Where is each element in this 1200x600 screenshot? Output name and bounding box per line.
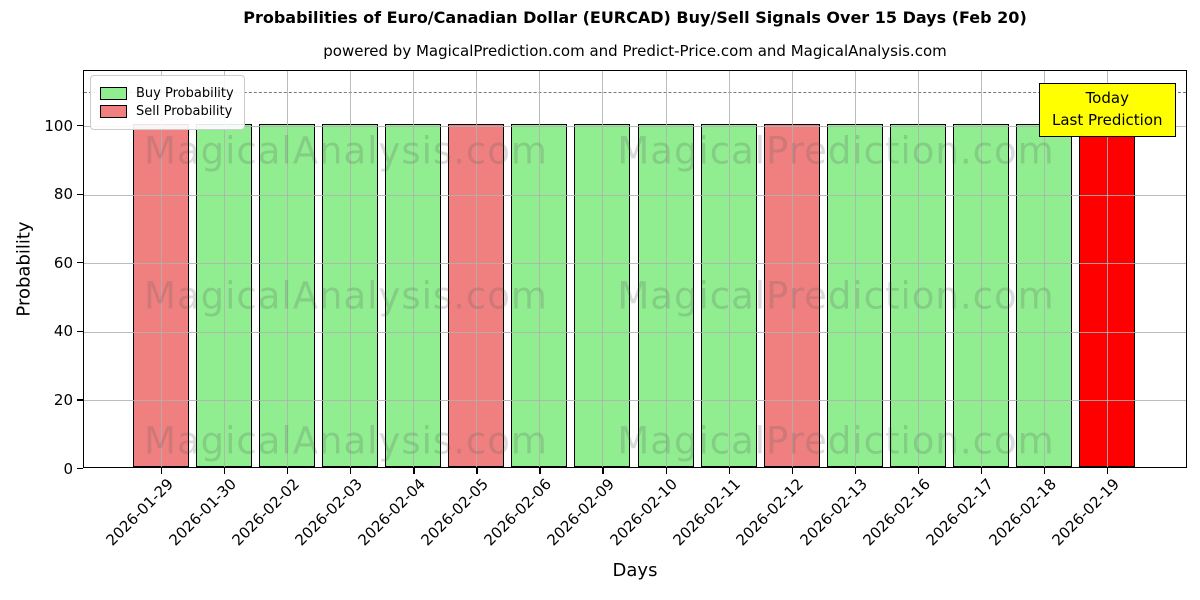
- x-gridline: [413, 71, 415, 467]
- x-tick-mark: [854, 468, 857, 474]
- x-gridline: [854, 71, 856, 467]
- x-gridline: [665, 71, 667, 467]
- x-tick-mark: [161, 468, 163, 474]
- x-gridline: [1043, 71, 1045, 467]
- x-tick-label: 2026-02-02: [228, 475, 303, 550]
- x-gridline: [791, 71, 793, 467]
- x-tick-label: 2026-02-19: [1048, 475, 1123, 550]
- legend-label: Sell Probability: [136, 104, 233, 119]
- y-gridline: [84, 331, 1186, 333]
- watermark-text: MagicalAnalysis.com: [144, 419, 548, 463]
- x-tick-label: 2026-02-09: [543, 475, 619, 550]
- x-gridline: [350, 71, 352, 467]
- legend-entry: Buy Probability: [100, 86, 234, 101]
- y-tick-mark: [77, 193, 83, 195]
- x-tick-label: 2026-02-18: [985, 475, 1060, 550]
- y-gridline: [84, 263, 1186, 265]
- x-tick-mark: [917, 468, 920, 474]
- x-gridline: [476, 71, 478, 467]
- today-annotation-line1: Today: [1085, 89, 1129, 107]
- x-tick-mark: [980, 468, 983, 474]
- x-gridline: [287, 71, 289, 467]
- y-tick-mark: [77, 125, 83, 127]
- plot-area: Buy Probability Sell Probability Today La…: [83, 70, 1187, 468]
- y-gridline: [84, 400, 1186, 402]
- x-gridline: [980, 71, 982, 467]
- legend-label: Buy Probability: [136, 86, 234, 101]
- y-tick-mark: [77, 330, 83, 333]
- x-gridline: [728, 71, 730, 467]
- today-annotation: Today Last Prediction: [1039, 83, 1176, 137]
- y-tick-label: 0: [63, 459, 73, 478]
- y-tick-label: 60: [53, 253, 73, 272]
- x-gridline: [917, 71, 919, 467]
- y-tick-mark: [77, 468, 83, 470]
- x-gridline: [602, 71, 604, 467]
- y-gridline: [84, 126, 1186, 127]
- x-tick-label: 2026-02-06: [480, 475, 556, 550]
- y-tick-label: 80: [53, 185, 73, 204]
- y-gridline: [84, 194, 1186, 196]
- today-annotation-line2: Last Prediction: [1052, 110, 1163, 129]
- watermark-text: MagicalPrediction.com: [617, 419, 1055, 463]
- watermark-text: MagicalAnalysis.com: [144, 129, 548, 173]
- legend-swatch: [100, 87, 127, 100]
- x-tick-mark: [728, 468, 730, 474]
- x-tick-mark: [476, 468, 478, 474]
- chart-subtitle: powered by MagicalPrediction.com and Pre…: [323, 42, 947, 60]
- x-tick-label: 2026-02-12: [733, 475, 808, 550]
- y-tick-label: 100: [44, 116, 73, 135]
- x-tick-mark: [665, 468, 667, 474]
- x-tick-mark: [350, 468, 352, 474]
- y-axis-label: Probability: [13, 221, 35, 317]
- chart-title: Probabilities of Euro/Canadian Dollar (E…: [243, 8, 1027, 27]
- x-gridline: [161, 71, 162, 467]
- x-tick-mark: [287, 468, 289, 474]
- x-tick-label: 2026-02-03: [291, 475, 366, 550]
- x-tick-label: 2026-01-29: [102, 475, 177, 550]
- x-gridline: [224, 71, 226, 467]
- x-tick-label: 2026-02-05: [417, 475, 493, 550]
- watermark-text: MagicalPrediction.com: [617, 129, 1055, 173]
- y-tick-mark: [77, 262, 83, 264]
- y-tick-label: 40: [53, 322, 73, 341]
- x-tick-label: 2026-02-17: [922, 475, 997, 550]
- legend-entry: Sell Probability: [100, 104, 234, 119]
- legend: Buy Probability Sell Probability: [90, 75, 245, 130]
- x-gridline: [1107, 71, 1108, 467]
- watermark-text: MagicalPrediction.com: [617, 274, 1055, 318]
- x-tick-mark: [224, 468, 226, 474]
- x-tick-mark: [1107, 468, 1109, 474]
- x-tick-label: 2026-01-30: [165, 475, 240, 550]
- x-tick-mark: [539, 468, 541, 474]
- legend-swatch: [100, 105, 127, 118]
- x-tick-mark: [791, 468, 793, 474]
- x-tick-label: 2026-02-04: [354, 475, 430, 550]
- x-axis-label: Days: [612, 560, 658, 581]
- threshold-dashed-line: [84, 91, 1186, 93]
- x-gridline: [539, 71, 541, 467]
- x-tick-mark: [413, 468, 415, 474]
- x-tick-label: 2026-02-13: [796, 475, 871, 550]
- watermark-text: MagicalAnalysis.com: [144, 274, 548, 318]
- y-tick-mark: [77, 399, 83, 401]
- x-tick-mark: [602, 468, 604, 474]
- y-tick-label: 20: [53, 390, 73, 409]
- x-tick-mark: [1043, 468, 1046, 474]
